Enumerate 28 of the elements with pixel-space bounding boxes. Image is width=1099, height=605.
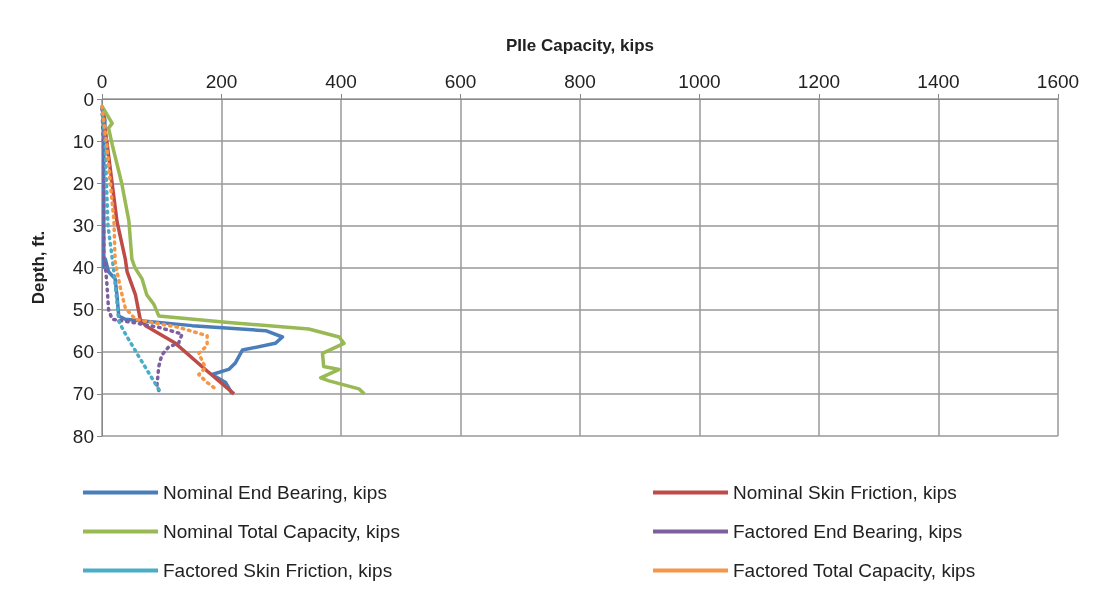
x-tick-label: 800 [564,71,596,92]
y-tick-label: 20 [72,172,94,194]
x-tick-label: 1400 [917,71,960,92]
x-tick-label: 400 [325,71,357,92]
y-tick-label: 50 [72,299,94,321]
y-tick-label: 0 [83,88,94,110]
x-tick-label: 1600 [1036,71,1080,92]
y-tick-label: 60 [72,341,94,363]
legend-label: Nominal Skin Friction, kips [733,482,957,503]
x-tick-label: 200 [205,71,238,92]
legend-label: Factored End Bearing, kips [733,521,963,542]
y-tick-label: 10 [72,130,94,152]
y-tick-label: 80 [72,425,94,447]
x-axis-title: PIle Capacity, kips [505,36,655,55]
x-tick-label: 0 [96,71,108,92]
y-tick-label: 30 [72,214,94,236]
legend-label: Nominal Total Capacity, kips [163,521,400,542]
x-tick-label: 600 [444,71,477,92]
legend-label: Nominal End Bearing, kips [163,482,387,503]
line-series [100,105,163,394]
y-tick-label: 70 [72,383,94,405]
legend-label: Factored Skin Friction, kips [163,560,393,581]
x-tick-label: 1200 [797,71,841,92]
line-series [100,104,367,396]
y-axis-title: Depth, ft. [29,230,48,305]
legend-label: Factored Total Capacity, kips [733,560,976,581]
y-tick-label: 40 [72,257,94,278]
x-tick-label: 1000 [678,71,721,92]
